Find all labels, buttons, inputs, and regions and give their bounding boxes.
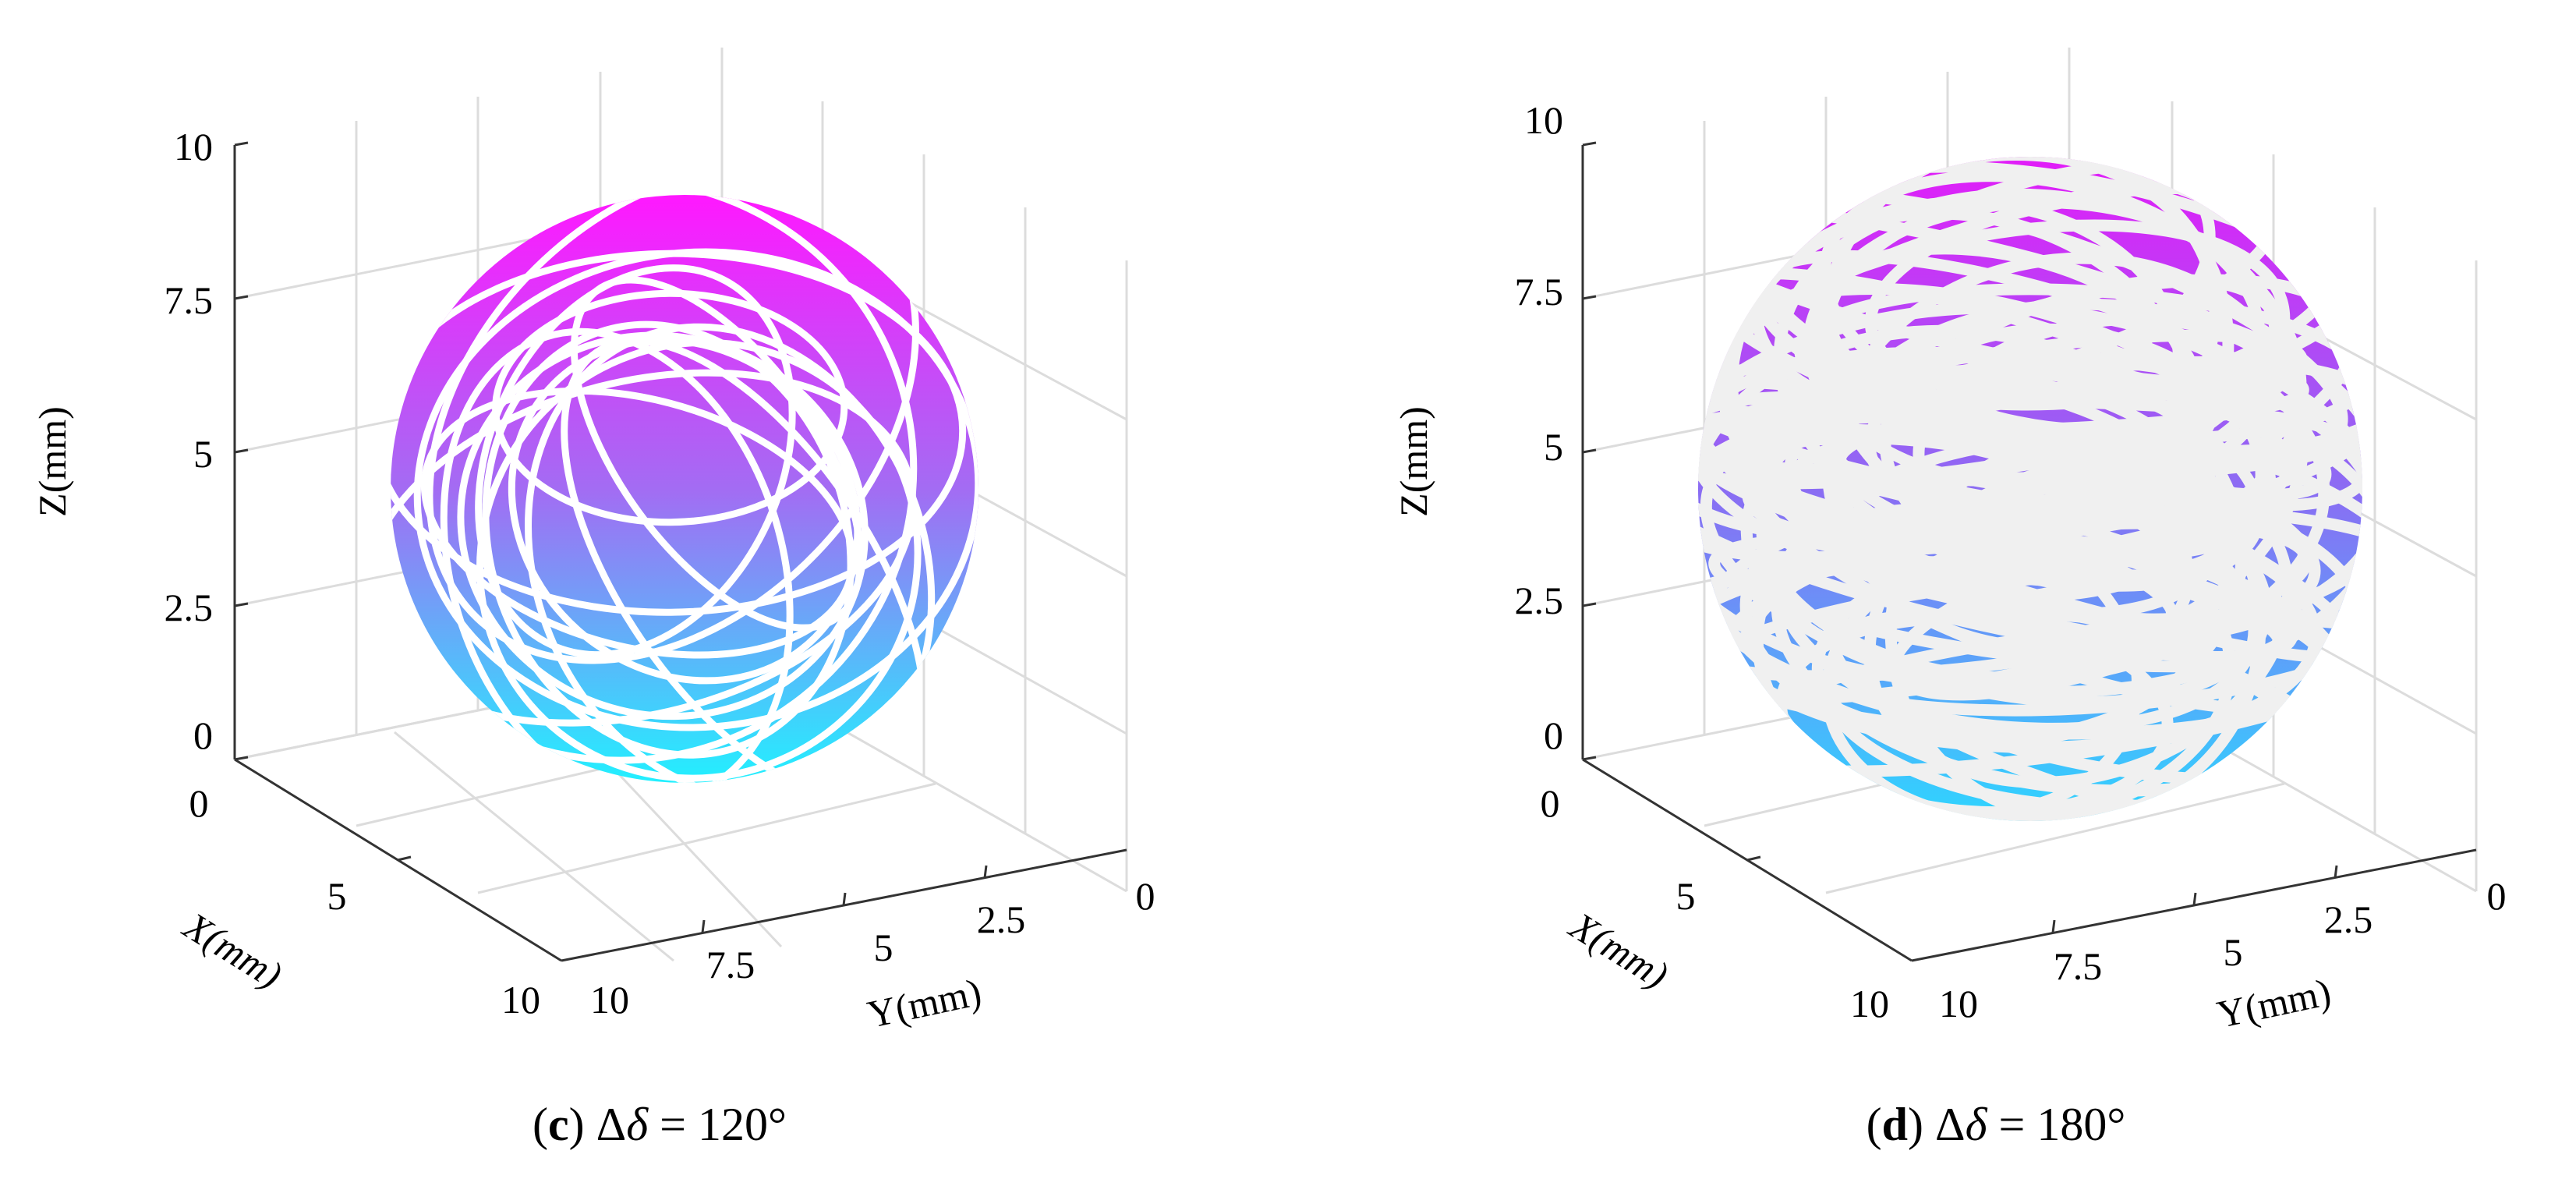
panel-d-ztick: 7.5 — [1515, 270, 1564, 313]
panel-c-ztick: 5 — [193, 432, 213, 476]
panel-d-zlabel: Z(mm) — [1392, 406, 1435, 517]
panel-c-xlabel: X(mm) — [175, 903, 290, 997]
panel-c-ztick: 2.5 — [165, 586, 214, 629]
trajectory-line — [391, 369, 917, 727]
panel-c-xtick: 10 — [501, 978, 540, 1021]
panel-c: 10 7.5 5 2.5 0 0 5 10 10 7.5 5 2.5 0 Z(m… — [30, 48, 1155, 1150]
panel-d-ztick: 5 — [1544, 425, 1563, 469]
panel-d: 10 7.5 5 2.5 0 0 5 10 10 7.5 5 2.5 0 Z(m… — [1392, 48, 2507, 1150]
panel-d-ytick: 2.5 — [2324, 898, 2373, 941]
panel-c-ztick: 7.5 — [165, 278, 214, 322]
panel-d-ytick: 7.5 — [2054, 944, 2103, 988]
trajectory-line — [1863, 455, 2295, 788]
panel-d-ztick: 10 — [1524, 98, 1563, 142]
panel-c-ytick: 0 — [1136, 874, 1155, 918]
trajectory-line — [420, 387, 856, 659]
panel-c-caption: (c) Δδ = 120° — [533, 1099, 787, 1150]
trajectory-line — [1742, 356, 2362, 548]
trajectory-line — [1698, 346, 2362, 625]
panel-d-ytick: 10 — [1939, 982, 1978, 1025]
panel-c-ytick: 10 — [590, 978, 629, 1021]
panel-c-tick-marks — [234, 141, 988, 933]
panel-d-ylabel: Y(mm) — [2213, 970, 2335, 1036]
trajectory-line — [1818, 170, 2266, 436]
panel-d-tick-marks — [1582, 141, 2338, 933]
panel-d-xtick: 5 — [1676, 874, 1696, 918]
trajectory-line — [440, 328, 794, 783]
panel-d-sphere — [1698, 157, 2362, 821]
panel-c-sphere — [391, 195, 978, 783]
trajectory-line — [1726, 207, 2206, 604]
panel-d-caption: (d) Δδ = 180° — [1867, 1099, 2126, 1150]
panel-c-caption-symbol: Δ — [596, 1099, 627, 1150]
panel-c-ztick: 10 — [174, 125, 213, 168]
panel-d-ytick: 5 — [2224, 930, 2243, 974]
panel-c-ytick: 7.5 — [706, 943, 755, 986]
panel-d-ztick: 2.5 — [1515, 579, 1564, 622]
panel-c-xtick: 5 — [327, 874, 347, 918]
panel-c-ytick: 5 — [874, 926, 893, 969]
panel-c-ztick: 0 — [193, 713, 213, 757]
panel-c-caption-variable: δ — [626, 1099, 649, 1150]
panel-d-xtick: 10 — [1850, 982, 1889, 1025]
panel-c-ylabel: Y(mm) — [864, 970, 985, 1036]
panel-d-caption-variable: δ — [1966, 1099, 1988, 1150]
panel-d-ztick: 0 — [1544, 713, 1563, 757]
panel-d-caption-symbol: Δ — [1935, 1099, 1966, 1150]
trajectory-line — [1739, 474, 2212, 749]
panel-d-caption-relation: = — [1998, 1099, 2025, 1150]
trajectory-line — [1698, 490, 2362, 821]
panel-c-caption-letter: c — [548, 1099, 569, 1150]
panel-c-caption-relation: = — [660, 1099, 686, 1150]
panel-c-trajectory-lines — [391, 195, 978, 783]
panel-d-caption-letter: d — [1882, 1099, 1908, 1150]
panel-d-xtick: 0 — [1541, 781, 1560, 825]
panel-d-xlabel: X(mm) — [1562, 903, 1676, 997]
trajectory-line — [391, 195, 918, 764]
panel-c-ytick: 2.5 — [977, 898, 1026, 941]
trajectory-line — [561, 338, 928, 783]
panel-d-ytick: 0 — [2487, 874, 2507, 918]
panel-c-caption-value: 120° — [698, 1099, 787, 1150]
panel-c-xtick: 0 — [189, 781, 209, 825]
panel-d-caption-value: 180° — [2036, 1099, 2125, 1150]
panel-c-zlabel: Z(mm) — [30, 406, 74, 517]
trajectory-line — [475, 264, 796, 659]
